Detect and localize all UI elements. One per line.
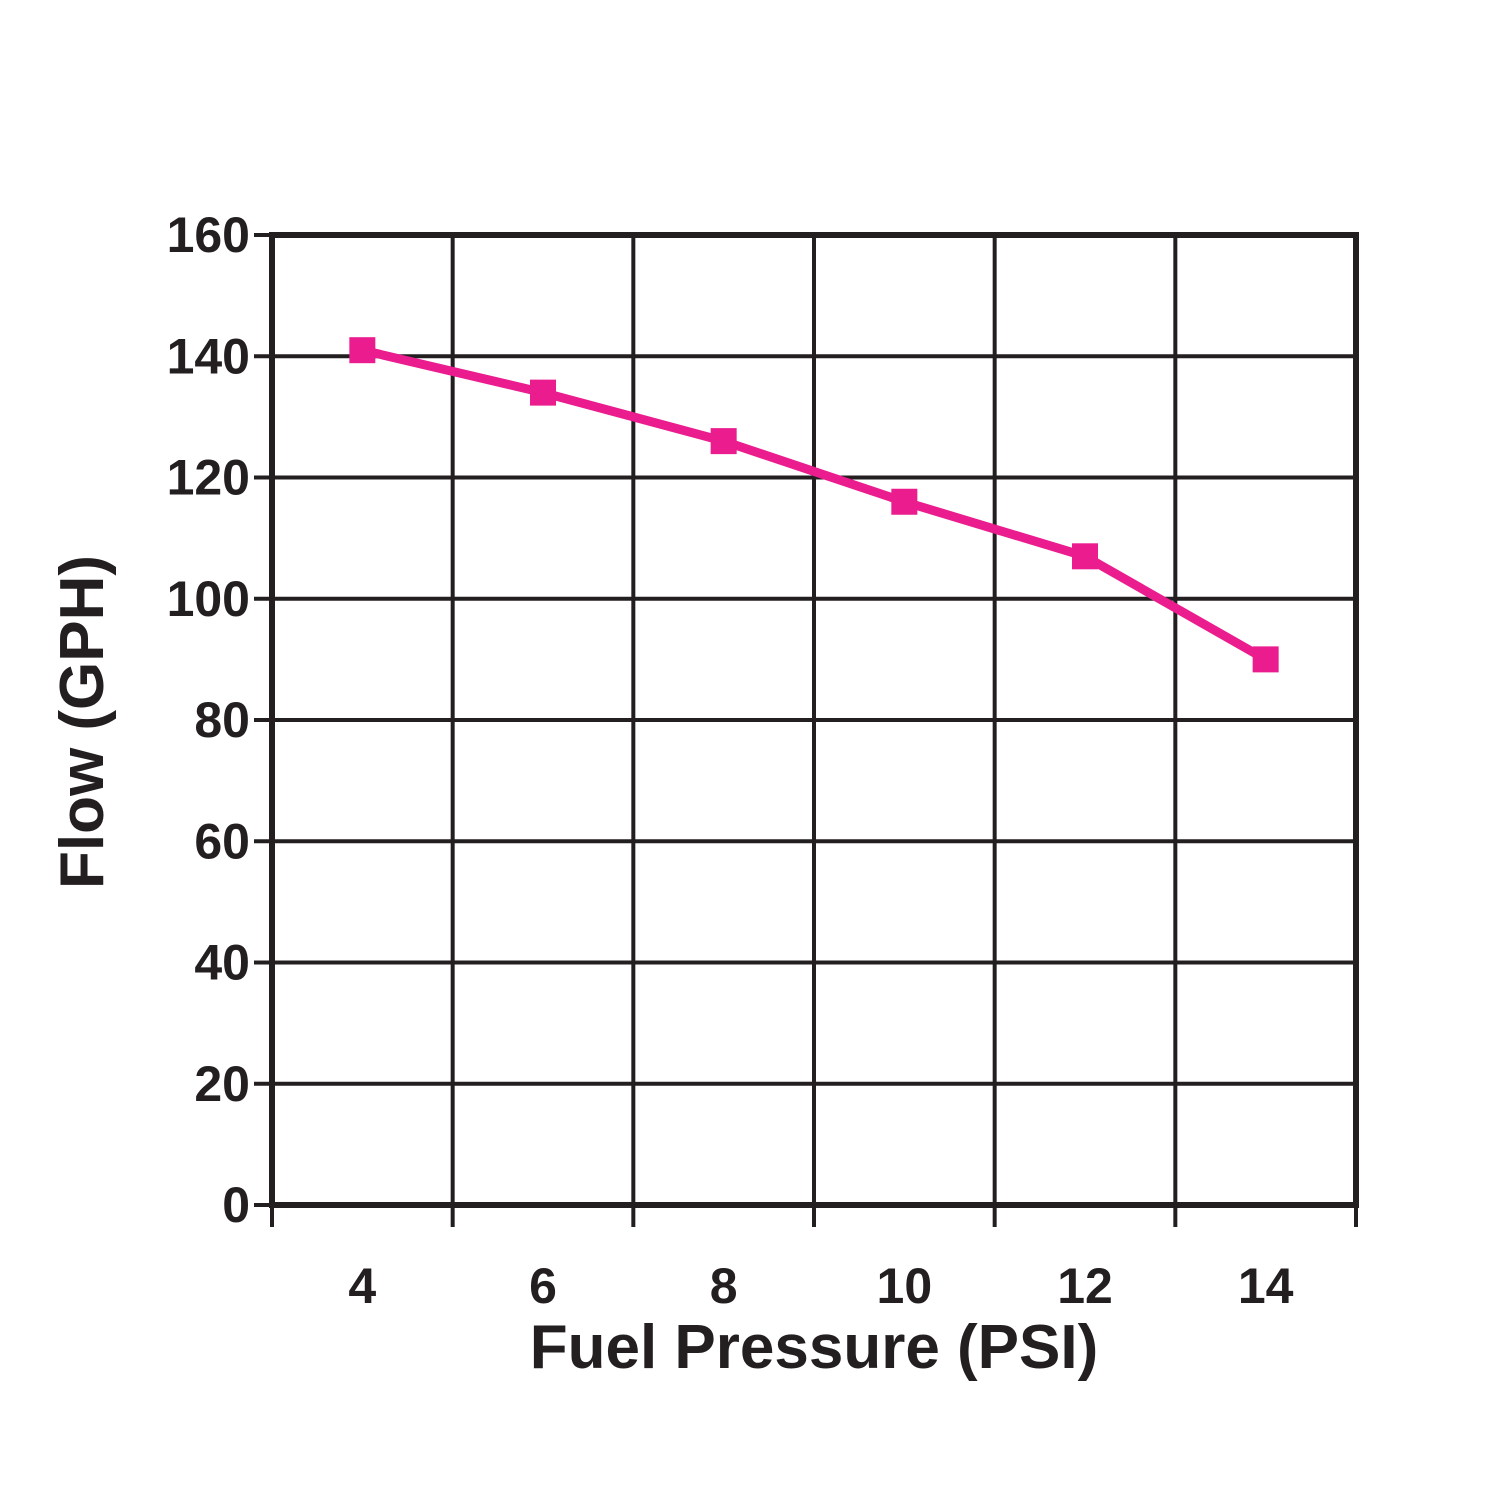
y-tick-label: 140 (167, 328, 250, 384)
y-axis-title: Flow (GPH) (48, 555, 117, 889)
data-point-marker (1252, 646, 1279, 673)
y-tick-label: 120 (167, 450, 250, 506)
y-tick-label: 100 (167, 571, 250, 627)
data-point-marker (1072, 543, 1098, 570)
y-tick-label: 0 (222, 1177, 250, 1233)
grid (269, 232, 1359, 1208)
x-tick-label: 4 (348, 1258, 376, 1314)
axis-ticks (254, 233, 1358, 1227)
flow-series-line (361, 345, 1268, 664)
x-axis-title: Fuel Pressure (PSI) (530, 1313, 1099, 1382)
axis-tick-labels: 0 20 40 60 80 100 120 140 160 4 6 8 10 12 14 (167, 207, 1294, 1314)
data-point-marker (530, 379, 556, 406)
data-point-marker (349, 337, 376, 364)
x-tick-label: 12 (1057, 1258, 1113, 1314)
flow-series (349, 337, 1279, 673)
data-point-marker (710, 428, 737, 455)
data-point-marker (891, 488, 918, 515)
x-tick-label: 14 (1238, 1258, 1294, 1314)
y-tick-label: 80 (194, 692, 250, 748)
y-tick-label: 160 (167, 207, 250, 263)
x-tick-label: 6 (529, 1258, 557, 1314)
y-tick-label: 40 (194, 935, 250, 991)
y-tick-label: 60 (194, 813, 250, 869)
x-tick-label: 8 (710, 1258, 738, 1314)
y-tick-label: 20 (194, 1056, 250, 1112)
x-tick-label: 10 (877, 1258, 933, 1314)
